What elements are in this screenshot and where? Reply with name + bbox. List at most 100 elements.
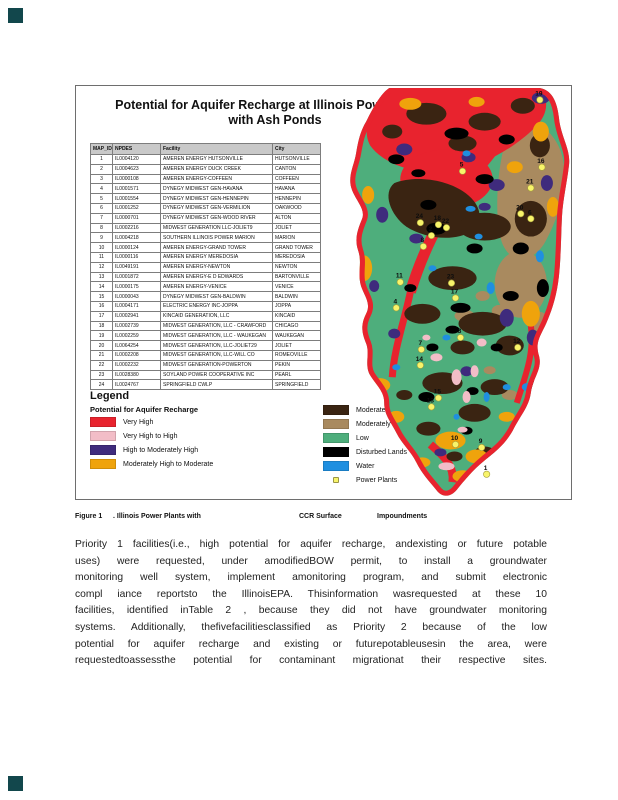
table-row: 18 IL0002739 MIDWEST GENERATION, LLC - CRA… — [90, 320, 321, 332]
figure-title-line1: Potential for Aquifer Recharge at Illino… — [115, 98, 435, 112]
legend: Legend Potential for Aquifer Recharge Ve… — [90, 390, 490, 484]
table-row: 3 IL0000108 AMEREN ENERGY-COFFEEN COFFEEN — [90, 173, 321, 185]
page-corner-marker — [8, 776, 23, 791]
power-plant-dot-label: 16 — [537, 158, 545, 165]
power-plant-dot — [478, 444, 486, 451]
power-plant-dot-label: 5 — [460, 162, 464, 169]
power-plant-dot-label: 19 — [535, 90, 543, 97]
table-row: 12 IL0049191 AMEREN ENERGY-NEWTON NEWTON — [90, 261, 321, 273]
body-paragraph: Priority 1 facilities(i.e., high potenti… — [75, 537, 547, 670]
power-plant-dot — [451, 441, 460, 448]
legend-subtitle: Potential for Aquifer Recharge — [90, 405, 199, 414]
body-text-line: uses) were requested, under amodifiedBOW… — [75, 555, 547, 567]
table-row: 11 IL0000116 AMEREN ENERGY MEREDOSIA MEREDO… — [90, 251, 321, 263]
legend-swatch — [323, 461, 349, 471]
table-row: 16 IL0004171 ELECTRIC ENERGY INC-JOPPA JOPP… — [90, 300, 321, 312]
legend-swatch — [90, 445, 116, 455]
legend-item: Low — [323, 433, 488, 443]
power-plant-dot — [447, 279, 456, 287]
legend-item-label: Very High — [123, 418, 154, 426]
legend-item: Moderately High to Moderate — [90, 459, 315, 469]
power-plant-dot — [427, 403, 435, 411]
figure-frame: Potential for Aquifer Recharge at Illino… — [75, 85, 572, 500]
page-corner-marker — [8, 8, 23, 23]
table-row: 20 IL0064254 MIDWEST GENERATION, LLC-JOLIE… — [90, 340, 321, 351]
power-plant-dot-label: 8 — [421, 237, 425, 244]
legend-item-label: Disturbed Lands — [356, 448, 407, 456]
column-header: NPDES — [112, 143, 161, 155]
legend-swatch — [90, 417, 116, 427]
body-text-line: potential for aquifer recharge and exist… — [75, 638, 547, 650]
figure-caption: Figure 1 . Illinois Power Plants with CC… — [75, 513, 555, 525]
legend-item: Very High to High — [90, 431, 315, 441]
legend-item-label: Water — [356, 462, 375, 470]
power-plant-dot-label: 24 — [416, 213, 424, 220]
body-text-line: monitoring well system, implement amonit… — [75, 572, 547, 584]
body-text-line: requestedtoassessthe potential for conta… — [75, 655, 547, 667]
legend-item-label: High to Moderately High — [123, 446, 199, 454]
power-plant-dot-label: 15 — [434, 389, 442, 396]
power-plant-dot-label: 11 — [396, 273, 403, 280]
power-plant-dot-label: 14 — [416, 356, 424, 363]
power-plant-dot — [392, 304, 400, 312]
body-text-line: systems. Additionally, thefivefacilities… — [75, 621, 547, 633]
table-row: 4 IL0001571 DYNEGY MIDWEST GEN-HAVANA HAVAN… — [90, 183, 321, 195]
power-plant-dot-label: 3 — [458, 328, 462, 335]
legend-item-label: Very High to High — [123, 432, 178, 440]
power-plant-dot-label: 2 — [429, 226, 433, 233]
legend-item: Very High — [90, 417, 315, 427]
power-plant-dot — [416, 219, 424, 227]
legend-swatch — [323, 405, 349, 415]
power-plant-dot — [459, 167, 467, 175]
table-row: 13 IL0001872 AMEREN ENERGY-E D EDWARDS BART… — [90, 271, 321, 283]
power-plant-dot-label: 9 — [479, 438, 483, 445]
power-plant-dot — [417, 345, 425, 353]
table-row: 22 IL0002232 MIDWEST GENERATION-POWERTON PE… — [90, 359, 321, 371]
power-plant-dot-label: 21 — [526, 179, 534, 186]
power-plant-dot-label: 7 — [419, 340, 423, 347]
power-plant-dot — [536, 96, 544, 104]
power-plant-dot — [434, 394, 442, 402]
legend-swatch — [90, 431, 116, 441]
power-plant-dot-label: 18 — [434, 215, 442, 222]
power-plant-dot-label: 4 — [393, 298, 397, 305]
table-row: 17 IL0002941 KINCAID GENERATION, LLC KINCAI… — [90, 310, 321, 322]
power-plant-dot — [442, 224, 450, 232]
table-row: 14 IL0000175 AMEREN ENERGY-VENICE VENICE — [90, 281, 321, 293]
power-plant-dot — [527, 184, 535, 192]
legend-swatch — [90, 459, 116, 469]
power-plant-dot-label: 17 — [451, 289, 459, 296]
power-plant-dot — [427, 232, 435, 240]
table-row: 21 IL0002208 MIDWEST GENERATION, LLC-WILL … — [90, 349, 321, 361]
body-text-line: compl iance reportsto the IllinoisEPA. T… — [75, 588, 547, 600]
column-header: Facility — [160, 143, 273, 155]
body-text-line: Priority 1 facilities(i.e., high potenti… — [75, 539, 547, 550]
table-body: 1 IL0004120 AMEREN ENERGY HUTSONVILLE HUTSO… — [90, 154, 321, 391]
legend-item-label: Moderately High to Moderate — [123, 460, 214, 468]
column-header: City — [272, 143, 321, 155]
illinois-recharge-map: 1 2 3 4 5 6 7 8 9 10 11 12 13 14 15 16 17 18 19 20 21 22 23 24 — [334, 88, 572, 499]
caption-text: Impoundments — [377, 513, 428, 520]
power-plant-dot — [457, 334, 465, 342]
power-plant-dot — [451, 294, 460, 302]
power-plant-dot — [434, 221, 442, 229]
table-row: 10 IL0000124 AMEREN ENERGY-GRAND TOWER GRAN… — [90, 242, 321, 253]
power-plant-dot — [483, 470, 491, 478]
power-plant-dot-icon — [333, 477, 339, 483]
power-plant-dot-label: 23 — [447, 274, 455, 281]
power-plant-dot — [538, 163, 546, 171]
legend-item: Water — [323, 461, 488, 471]
power-plant-dot-label: 1 — [484, 465, 488, 472]
caption-figure-number: Figure 1 — [75, 513, 103, 520]
legend-title: Legend — [90, 390, 130, 402]
power-plant-dot — [416, 361, 424, 369]
facility-table: MAP_ID NPDES Facility City 1 IL0004120 AMEREN… — [90, 143, 321, 391]
table-row: 6 IL0001252 DYNEGY MIDWEST GEN-VERMILION OA… — [90, 202, 321, 214]
table-row: 15 IL0000043 DYNEGY MIDWEST GEN-BALDWIN BAL… — [90, 291, 321, 302]
figure-title-line2: with Ash Ponds — [228, 113, 322, 127]
power-plant-dot-label: 12 — [513, 338, 521, 345]
legend-swatch — [323, 447, 349, 457]
table-row: 9 IL0004218 SOUTHERN ILLINOIS POWER MARION… — [90, 232, 321, 244]
